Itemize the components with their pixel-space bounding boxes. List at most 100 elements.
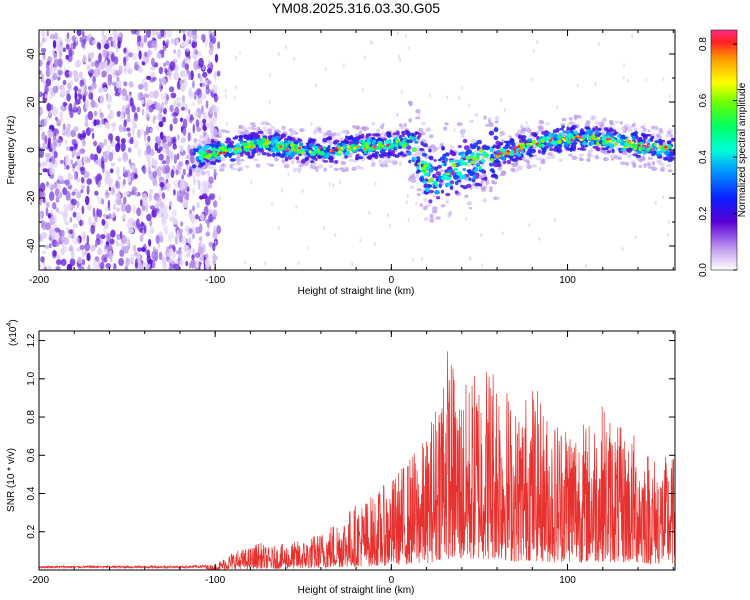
noise-blob [148, 165, 151, 175]
spectral-blob [672, 151, 675, 156]
noise-blob [108, 213, 112, 220]
spectral-blob [219, 146, 225, 151]
noise-blob [50, 209, 54, 216]
spectral-peak [513, 150, 517, 154]
noise-blob [112, 39, 117, 49]
x-tick-label: 100 [559, 275, 576, 286]
noise-blob [79, 79, 85, 88]
noise-blob [87, 85, 92, 91]
noise-blob [52, 39, 57, 49]
spectral-blob [471, 178, 476, 183]
spectral-blob [370, 161, 375, 167]
noise-blob [173, 71, 180, 81]
noise-blob [195, 214, 199, 220]
spectral-blob [470, 156, 476, 160]
noise-blob [75, 247, 82, 252]
noise-blob [95, 175, 100, 185]
spectral-blob [317, 164, 324, 169]
spectral-blob [631, 135, 637, 141]
noise-blob [66, 165, 70, 170]
spectral-peak [579, 138, 583, 142]
spectral-blob [645, 148, 650, 152]
spectral-blob [639, 147, 646, 151]
noise-blob [83, 171, 90, 179]
noise-blob [65, 54, 69, 60]
spectral-blob [322, 146, 326, 151]
noise-blob [160, 93, 165, 101]
noise-blob [66, 93, 71, 102]
spectral-blob [294, 146, 298, 150]
noise-blob [576, 83, 579, 88]
snr-x-label: Height of straight line (km) [298, 585, 415, 596]
noise-blob [137, 147, 142, 158]
spectral-blob [537, 149, 542, 154]
spectral-blob [667, 152, 673, 157]
noise-blob [94, 190, 99, 196]
noise-blob [101, 218, 106, 226]
spectral-blob [509, 156, 514, 161]
noise-blob [85, 100, 90, 110]
spectral-blob [432, 174, 437, 179]
noise-blob [79, 148, 86, 154]
noise-blob [146, 75, 151, 80]
noise-blob [98, 142, 104, 150]
noise-blob [147, 135, 151, 142]
noise-blob [147, 50, 151, 58]
spectral-blob [340, 130, 346, 134]
noise-blob [137, 83, 144, 90]
spectral-blob [461, 154, 466, 159]
noise-blob [56, 43, 61, 53]
noise-blob [71, 191, 76, 196]
spectral-blob [455, 180, 459, 186]
noise-blob [528, 223, 531, 227]
noise-blob [179, 117, 184, 123]
noise-blob [141, 35, 144, 43]
noise-blob [645, 77, 648, 82]
spectral-blob [556, 139, 563, 145]
noise-blob [81, 259, 86, 266]
noise-blob [169, 104, 174, 113]
noise-blob [78, 265, 85, 270]
spectral-blob [482, 198, 487, 203]
spectral-blob [568, 153, 573, 157]
noise-blob [212, 252, 216, 258]
noise-blob [106, 120, 110, 130]
spectral-blob [238, 138, 244, 142]
noise-blob [167, 233, 172, 242]
spectral-blob [260, 121, 265, 125]
noise-blob [109, 109, 114, 120]
noise-blob [63, 246, 68, 253]
noise-blob [74, 90, 78, 101]
noise-blob [180, 41, 185, 48]
spectral-blob [388, 160, 395, 164]
spectral-peak [590, 137, 594, 140]
noise-blob [235, 85, 238, 90]
noise-blob [48, 243, 52, 249]
noise-blob [150, 49, 153, 56]
spectral-blob [417, 162, 421, 165]
y-tick-label: 0.2 [26, 524, 37, 538]
spectral-blob [590, 141, 595, 146]
noise-blob [339, 180, 342, 185]
noise-blob [191, 41, 198, 49]
noise-blob [216, 70, 221, 77]
spectrogram-y-label: Frequency (Hz) [6, 116, 17, 185]
noise-blob [46, 30, 49, 37]
noise-blob [84, 242, 91, 252]
noise-blob [94, 213, 98, 223]
noise-blob [51, 183, 58, 189]
spectral-blob [342, 144, 348, 150]
spectral-blob [441, 146, 445, 151]
spectral-blob [415, 116, 421, 120]
noise-blob [74, 71, 78, 78]
noise-blob [536, 40, 539, 45]
noise-blob [158, 153, 164, 161]
x-tick-label: -200 [29, 275, 49, 286]
spectral-blob [620, 126, 626, 131]
noise-blob [161, 192, 166, 200]
spectral-peak [563, 139, 567, 142]
noise-blob [176, 153, 180, 160]
spectral-blob [197, 145, 203, 150]
snr-panel: -200 -100 0 100 0.2 0.4 0.6 0.8 1.0 1.2 Height of… [6, 319, 676, 596]
noise-blob [124, 169, 131, 178]
